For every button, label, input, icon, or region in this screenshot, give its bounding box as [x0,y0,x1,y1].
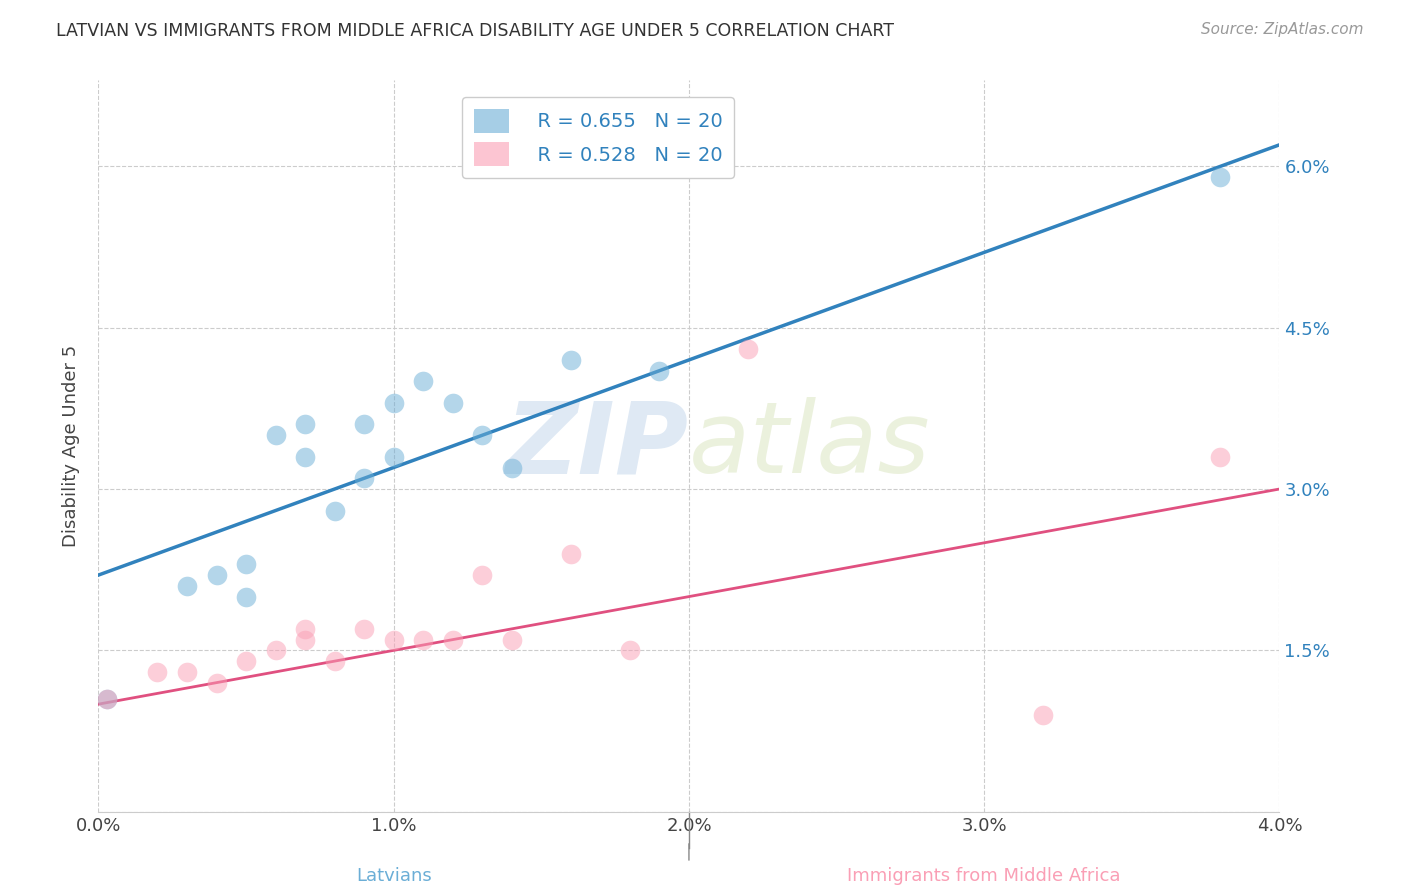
Point [264,428,287,442]
Text: atlas: atlas [689,398,931,494]
Point [1209,170,1232,185]
Point [294,417,316,432]
Text: Source: ZipAtlas.com: Source: ZipAtlas.com [1201,22,1364,37]
Point [96,691,118,706]
Point [412,632,434,647]
Point [1032,707,1054,722]
Point [205,568,228,582]
Y-axis label: Disability Age Under 5: Disability Age Under 5 [62,345,80,547]
Point [441,632,464,647]
Point [560,353,582,368]
Point [353,417,375,432]
Text: Immigrants from Middle Africa: Immigrants from Middle Africa [848,867,1121,885]
Point [501,632,523,647]
Point [235,654,257,668]
Point [382,632,405,647]
Point [235,590,257,604]
Point [323,503,346,517]
Point [471,568,494,582]
Point [235,558,257,572]
Point [205,675,228,690]
Text: ZIP: ZIP [506,398,689,494]
Point [146,665,169,679]
Text: Latvians: Latvians [356,867,432,885]
Point [737,342,759,356]
Point [294,632,316,647]
Point [353,622,375,636]
Point [382,450,405,464]
Point [176,579,198,593]
Point [382,396,405,410]
Point [412,375,434,389]
Point [264,643,287,657]
Point [96,691,118,706]
Point [323,654,346,668]
Point [353,471,375,485]
Point [619,643,641,657]
Point [441,396,464,410]
Point [294,450,316,464]
Legend:   R = 0.655   N = 20,   R = 0.528   N = 20: R = 0.655 N = 20, R = 0.528 N = 20 [463,97,734,178]
Point [471,428,494,442]
Point [560,547,582,561]
Point [176,665,198,679]
Point [648,364,671,378]
Point [1209,450,1232,464]
Point [501,460,523,475]
Text: LATVIAN VS IMMIGRANTS FROM MIDDLE AFRICA DISABILITY AGE UNDER 5 CORRELATION CHAR: LATVIAN VS IMMIGRANTS FROM MIDDLE AFRICA… [56,22,894,40]
Point [294,622,316,636]
